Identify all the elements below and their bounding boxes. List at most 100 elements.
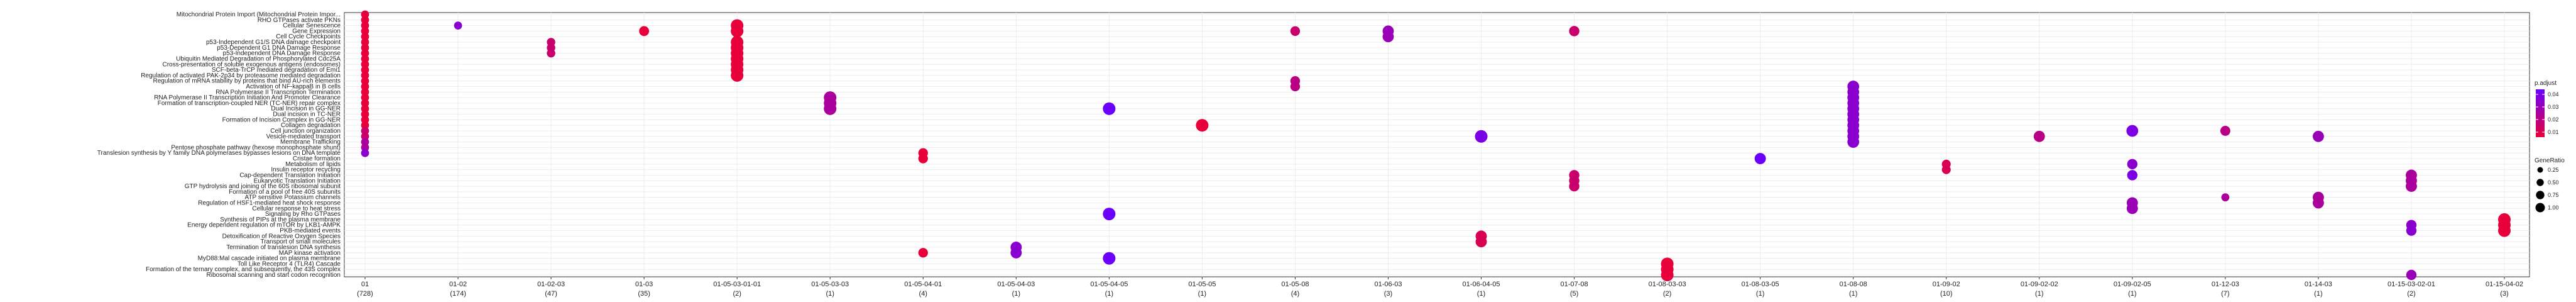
x-tick-count: (1) <box>1012 290 1020 298</box>
color-legend-tick-label: 0.02 <box>2548 116 2559 123</box>
data-point <box>2406 269 2417 281</box>
data-point <box>2127 159 2138 170</box>
y-tick-label: Dual Incision in GG-NER <box>271 106 341 113</box>
x-tick-label: 01-03 <box>635 281 653 288</box>
data-point <box>547 48 555 58</box>
x-tick-label: 01 <box>361 281 369 288</box>
data-point <box>361 43 369 52</box>
data-point <box>824 102 837 115</box>
x-tick-label: 01-05-04-03 <box>997 281 1035 288</box>
data-point <box>1475 236 1487 248</box>
data-point <box>361 104 369 113</box>
x-tick-label: 01-02 <box>449 281 467 288</box>
data-point <box>1290 26 1301 36</box>
y-tick-label: Signaling by Rho GTPases <box>265 211 341 218</box>
data-point <box>918 154 928 164</box>
x-tick-count: (35) <box>638 290 650 298</box>
y-tick-label: Cross-presentation of soluble exogenous … <box>162 61 341 68</box>
x-tick-label: 01-05-05 <box>1188 281 1216 288</box>
data-point <box>361 82 369 91</box>
y-tick-label: RNA Polymerase II Transcription Terminat… <box>216 89 341 96</box>
x-tick-count: (1) <box>2128 290 2136 298</box>
x-tick-count: (174) <box>450 290 466 298</box>
x-tick-count: (10) <box>1940 290 1953 298</box>
y-tick-label: Regulation of activated PAK-2p34 by prot… <box>141 72 341 79</box>
x-tick-label: 01-08-03-05 <box>1742 281 1779 288</box>
x-tick-label: 01-05-08 <box>1281 281 1309 288</box>
y-tick-label: Ubiquitin Mediated Degradation of Phosph… <box>176 55 341 62</box>
y-tick-label: Regulation of mRNA stability by proteins… <box>153 78 341 85</box>
size-legend: GeneRatio 0.25 0.50 0.75 1.00 <box>2535 157 2565 213</box>
data-point <box>2406 181 2417 192</box>
y-tick-label: Dual incision in TC-NER <box>273 111 341 118</box>
y-tick-label: Formation of a pool of free 40S subunits <box>229 189 341 196</box>
data-point <box>731 25 744 38</box>
x-tick-count: (4) <box>919 290 927 298</box>
plot-panel <box>344 12 2530 277</box>
x-tick-count: (1) <box>826 290 834 298</box>
x-tick-label: 01-05-03-03 <box>811 281 849 288</box>
data-point <box>361 77 369 86</box>
data-point <box>361 16 369 25</box>
data-point <box>2126 203 2138 215</box>
x-tick-count: (2) <box>2407 290 2415 298</box>
data-point <box>1103 102 1116 115</box>
x-tick-count: (5) <box>1570 290 1578 298</box>
data-point <box>361 143 369 152</box>
data-point <box>1103 208 1116 221</box>
data-point <box>361 93 369 102</box>
data-point <box>361 148 369 157</box>
size-legend-dot <box>2536 191 2545 199</box>
data-point <box>361 110 369 118</box>
size-legend-label: 0.75 <box>2548 192 2559 198</box>
x-tick-label: 01-09-02-02 <box>2021 281 2058 288</box>
x-tick-count: (47) <box>545 290 557 298</box>
data-point <box>1196 119 1209 132</box>
data-point <box>1475 130 1488 143</box>
y-tick-label: Energy dependent regulation of mTOR by L… <box>187 222 341 229</box>
y-tick-label: SCF-beta-TrCP mediated degradation of Em… <box>212 67 341 74</box>
data-point <box>1569 26 1580 36</box>
y-tick-label: p53-Independent G1/S DNA damage checkpoi… <box>206 39 341 46</box>
size-legend-label: 0.25 <box>2548 167 2559 173</box>
y-tick-label: Metabolism of lipids <box>285 161 341 168</box>
data-point <box>361 60 369 69</box>
y-tick-label: Termination of translesion DNA synthesis <box>226 244 341 251</box>
y-tick-label: MyD88:Mal cascade initiated on plasma me… <box>198 255 341 262</box>
data-point <box>361 87 369 96</box>
data-point <box>361 49 369 58</box>
y-tick-label: Mitochondrial Protein Import (Mitochondr… <box>177 11 341 18</box>
y-tick-label: Vesicle-mediated transport <box>266 133 341 140</box>
x-tick-label: 01-02-03 <box>537 281 565 288</box>
x-tick-count: (2) <box>1663 290 1671 298</box>
size-legend-dot <box>2535 203 2545 213</box>
x-tick-count: (3) <box>1384 290 1392 298</box>
x-tick-count: (4) <box>1291 290 1299 298</box>
y-tick-label: RHO GTPases activate PKNs <box>258 17 341 24</box>
y-tick-label: Eukaryotic Translation Initiation <box>254 177 341 184</box>
size-legend-label: 1.00 <box>2548 204 2559 211</box>
x-axis-labels: 01 (728) 01-02 (174) 01-02-03 (47) 01-03 (35) 01… <box>357 277 2523 298</box>
x-tick-count: (7) <box>2221 290 2229 298</box>
y-tick-label: Translesion synthesis by Y family DNA po… <box>97 150 341 157</box>
y-tick-label: Formation of Incision Complex in GG-NER <box>222 116 341 123</box>
data-point <box>2126 125 2139 137</box>
data-point <box>1754 153 1766 164</box>
data-point <box>2033 130 2045 142</box>
x-tick-label: 01-15-04-02 <box>2486 281 2523 288</box>
y-tick-label: PKB-mediated events <box>280 228 341 235</box>
y-tick-label: Cell junction organization <box>270 128 341 135</box>
x-tick-label: 01-09-02-05 <box>2114 281 2151 288</box>
x-tick-label: 01-05-04-01 <box>904 281 942 288</box>
data-point <box>2221 193 2230 202</box>
data-point <box>2312 130 2324 142</box>
y-tick-label: Toll Like Receptor 4 (TLR4) Cascade <box>237 260 341 267</box>
y-tick-label: Pentose phosphate pathway (hexose monoph… <box>171 144 341 151</box>
data-point <box>1569 181 1580 192</box>
y-tick-label: GTP hydrolysis and joining of the 60S ri… <box>185 183 341 190</box>
x-tick-label: 01-14-03 <box>2305 281 2332 288</box>
data-point <box>361 21 369 30</box>
y-tick-label: p53-Independent DNA Damage Response <box>223 50 341 57</box>
data-point <box>1661 269 1674 281</box>
y-tick-label: Ribosomal scanning and start codon recog… <box>207 272 341 279</box>
